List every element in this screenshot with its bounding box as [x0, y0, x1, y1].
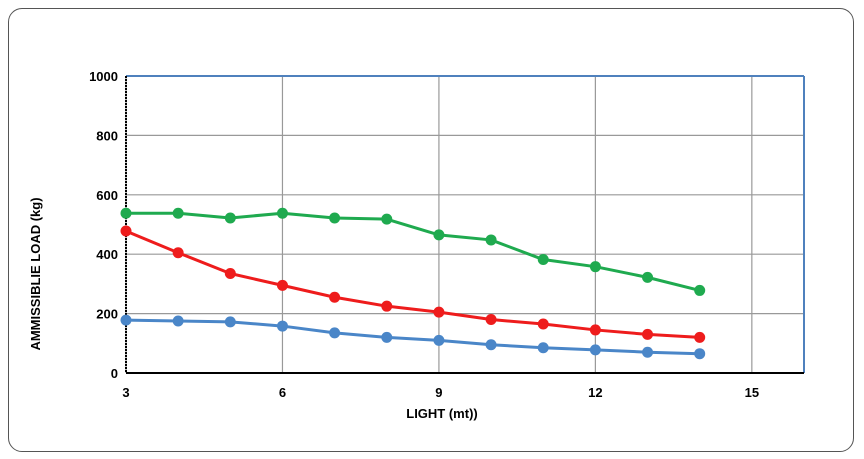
- data-point: [537, 254, 549, 266]
- grid-lines: [125, 75, 804, 374]
- data-point: [485, 314, 497, 326]
- data-point: [433, 334, 445, 346]
- data-point: [589, 261, 601, 273]
- x-tick-labels: 3 6 9 12 15: [122, 385, 759, 400]
- data-point: [642, 328, 654, 340]
- data-point: [589, 324, 601, 336]
- y-tick-label: 0: [111, 366, 118, 381]
- data-point: [172, 315, 184, 327]
- data-point: [172, 207, 184, 219]
- x-tick-label: 3: [122, 385, 129, 400]
- y-tick-label: 800: [96, 128, 118, 143]
- data-point: [485, 234, 497, 246]
- x-axis-title: LIGHT (mt)): [406, 406, 477, 421]
- series-line-1: [124, 211, 702, 292]
- data-point: [537, 318, 549, 330]
- data-point: [589, 344, 601, 356]
- data-point: [276, 279, 288, 291]
- series-group: [120, 207, 706, 360]
- data-point: [694, 348, 706, 360]
- data-point: [381, 300, 393, 312]
- series-line-2: [124, 229, 702, 339]
- axes: [125, 75, 805, 374]
- data-point: [224, 268, 236, 280]
- data-point: [224, 212, 236, 224]
- y-tick-label: 1000: [89, 69, 118, 84]
- data-point: [694, 284, 706, 296]
- data-point: [172, 247, 184, 259]
- data-point: [642, 271, 654, 283]
- data-point: [329, 327, 341, 339]
- y-tick-labels: 0 200 400 600 800 1000: [89, 69, 118, 381]
- data-point: [433, 229, 445, 241]
- data-point: [276, 320, 288, 332]
- data-point: [381, 213, 393, 225]
- y-tick-label: 600: [96, 188, 118, 203]
- data-point: [381, 331, 393, 343]
- x-tick-label: 12: [588, 385, 602, 400]
- data-point: [537, 342, 549, 354]
- data-point: [120, 314, 132, 326]
- chart-frame: [8, 8, 854, 452]
- data-point: [642, 346, 654, 358]
- data-point: [433, 306, 445, 318]
- y-tick-label: 200: [96, 307, 118, 322]
- y-tick-label: 400: [96, 247, 118, 262]
- x-tick-label: 9: [435, 385, 442, 400]
- y-axis-title: AMMISSIBLIE LOAD (kg): [28, 197, 43, 350]
- series-line-3: [124, 318, 702, 356]
- data-point: [485, 339, 497, 351]
- data-point: [224, 316, 236, 328]
- data-point: [329, 291, 341, 303]
- data-point: [276, 207, 288, 219]
- x-tick-label: 15: [745, 385, 759, 400]
- data-point: [120, 225, 132, 237]
- data-point: [120, 207, 132, 219]
- x-tick-label: 6: [279, 385, 286, 400]
- data-point: [329, 212, 341, 224]
- data-point: [694, 331, 706, 343]
